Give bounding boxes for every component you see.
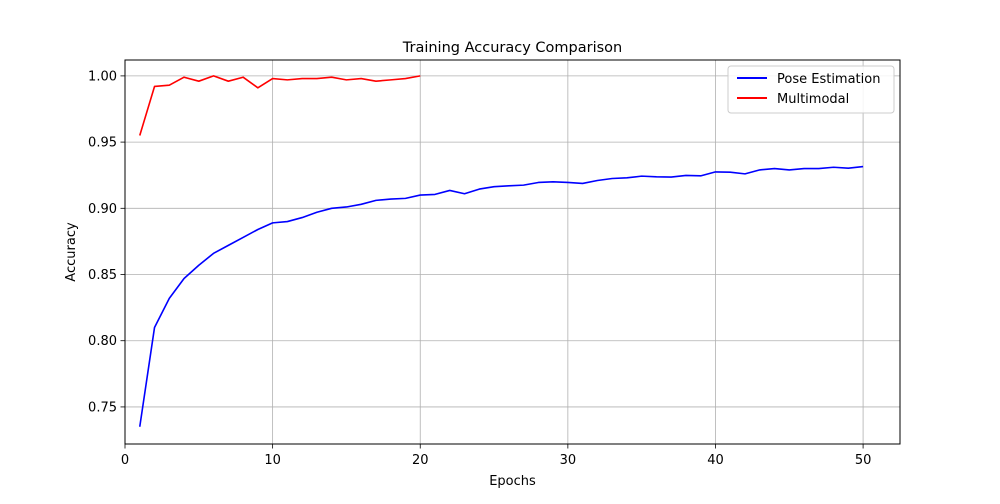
legend-label-multimodal: Multimodal [777, 92, 849, 107]
legend-label-pose-estimation: Pose Estimation [777, 72, 880, 87]
y-tick-label: 0.95 [88, 136, 117, 151]
x-tick-label: 0 [121, 453, 129, 468]
y-axis-label: Accuracy [64, 222, 79, 282]
legend-frame [727, 65, 895, 114]
x-axis-ticks: 0 10 20 30 40 50 [121, 444, 872, 468]
y-tick-label: 0.80 [88, 334, 117, 349]
series-layer [138, 75, 864, 427]
x-axis-label: Epochs [489, 474, 536, 489]
series-line-pose-estimation [138, 165, 864, 427]
x-tick-label: 30 [560, 453, 577, 468]
y-tick-label: 0.85 [88, 268, 117, 283]
series-line-multimodal [138, 75, 421, 136]
grid [124, 60, 900, 444]
y-tick-label: 0.90 [88, 202, 117, 217]
plot-frame [124, 59, 901, 445]
legend: Pose Estimation Multimodal [727, 65, 895, 114]
x-tick-label: 40 [707, 453, 724, 468]
y-tick-label: 0.75 [88, 400, 117, 415]
y-tick-label: 1.00 [88, 69, 117, 84]
x-tick-label: 20 [412, 453, 429, 468]
y-axis-ticks: 0.75 0.80 0.85 0.90 0.95 1.00 [88, 69, 125, 415]
x-tick-label: 50 [855, 453, 872, 468]
x-tick-label: 10 [264, 453, 281, 468]
chart-title: Training Accuracy Comparison [402, 40, 622, 56]
